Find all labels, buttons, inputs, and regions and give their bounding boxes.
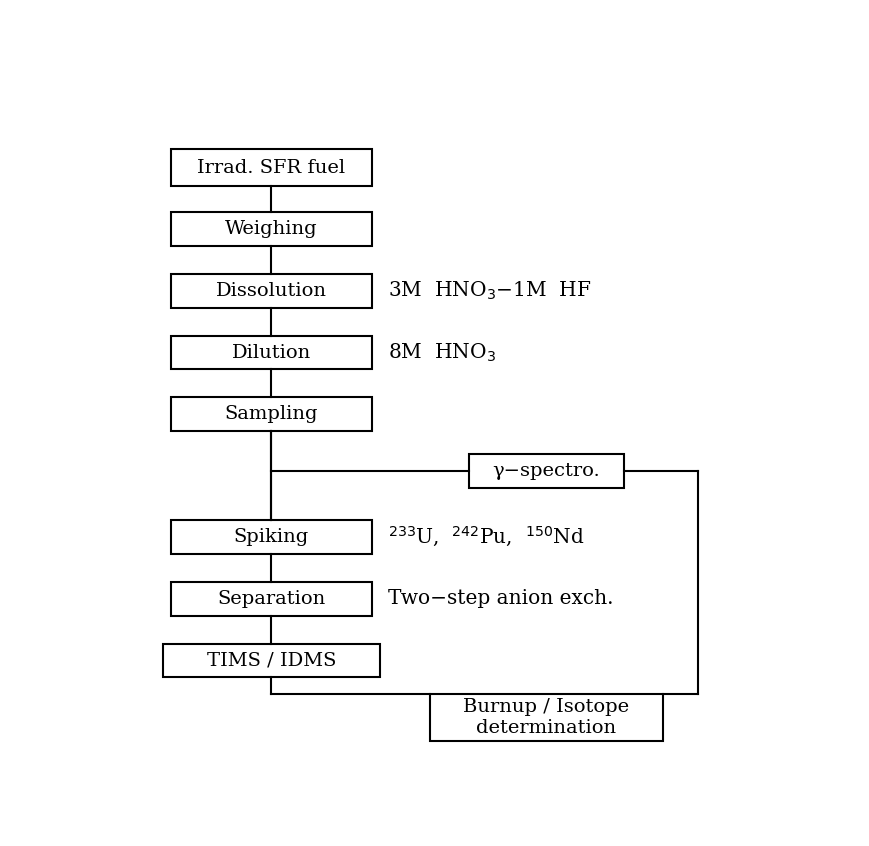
- Text: Burnup / Isotope
determination: Burnup / Isotope determination: [463, 698, 629, 737]
- Text: Weighing: Weighing: [225, 220, 318, 239]
- Bar: [430, 695, 663, 740]
- Text: Spiking: Spiking: [234, 529, 309, 547]
- Text: $^{233}$U,  $^{242}$Pu,  $^{150}$Nd: $^{233}$U, $^{242}$Pu, $^{150}$Nd: [388, 525, 584, 549]
- Text: 3M  HNO$_3$−1M  HF: 3M HNO$_3$−1M HF: [388, 280, 591, 302]
- Bar: [170, 336, 372, 370]
- Bar: [170, 582, 372, 616]
- Text: TIMS / IDMS: TIMS / IDMS: [207, 651, 336, 669]
- Bar: [163, 644, 380, 678]
- Bar: [170, 398, 372, 431]
- Text: 8M  HNO$_3$: 8M HNO$_3$: [388, 342, 495, 364]
- Bar: [170, 274, 372, 308]
- Bar: [170, 212, 372, 246]
- Bar: [469, 454, 624, 488]
- Text: Dissolution: Dissolution: [216, 282, 327, 300]
- Bar: [170, 520, 372, 554]
- Text: Two−step anion exch.: Two−step anion exch.: [388, 590, 614, 608]
- Text: Separation: Separation: [217, 590, 326, 608]
- Text: γ−spectro.: γ−spectro.: [493, 462, 600, 481]
- Text: Irrad. SFR fuel: Irrad. SFR fuel: [197, 159, 346, 177]
- Text: Sampling: Sampling: [224, 405, 318, 423]
- Text: Dilution: Dilution: [232, 343, 311, 361]
- Bar: [170, 149, 372, 186]
